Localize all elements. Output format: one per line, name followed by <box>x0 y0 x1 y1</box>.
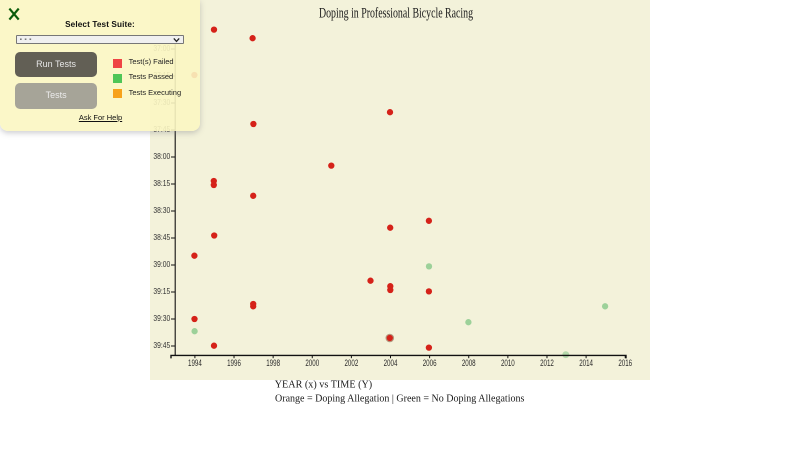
svg-text:2000: 2000 <box>305 358 319 368</box>
svg-text:2006: 2006 <box>423 358 437 368</box>
svg-text:2002: 2002 <box>344 358 358 368</box>
svg-text:Orange = Doping Allegation | G: Orange = Doping Allegation | Green = No … <box>275 393 524 404</box>
svg-text:38:15: 38:15 <box>153 179 170 188</box>
svg-text:2016: 2016 <box>618 358 632 368</box>
svg-text:39:15: 39:15 <box>153 287 170 296</box>
svg-text:YEAR (x) vs TIME (Y): YEAR (x) vs TIME (Y) <box>275 379 373 390</box>
svg-text:1998: 1998 <box>266 358 280 368</box>
svg-text:39:00: 39:00 <box>153 260 170 269</box>
svg-text:38:45: 38:45 <box>153 233 170 242</box>
svg-text:Doping in Professional Bicycle: Doping in Professional Bicycle Racing <box>319 5 473 21</box>
svg-text:1996: 1996 <box>227 358 241 368</box>
svg-text:2014: 2014 <box>579 358 593 368</box>
svg-text:39:45: 39:45 <box>153 341 170 350</box>
svg-text:2010: 2010 <box>501 358 515 368</box>
svg-text:1994: 1994 <box>188 358 202 368</box>
svg-text:39:30: 39:30 <box>153 314 170 323</box>
svg-text:2008: 2008 <box>462 358 476 368</box>
svg-text:2004: 2004 <box>384 358 398 368</box>
svg-text:38:30: 38:30 <box>153 206 170 215</box>
svg-text:2012: 2012 <box>540 358 554 368</box>
svg-text:38:00: 38:00 <box>153 152 170 161</box>
